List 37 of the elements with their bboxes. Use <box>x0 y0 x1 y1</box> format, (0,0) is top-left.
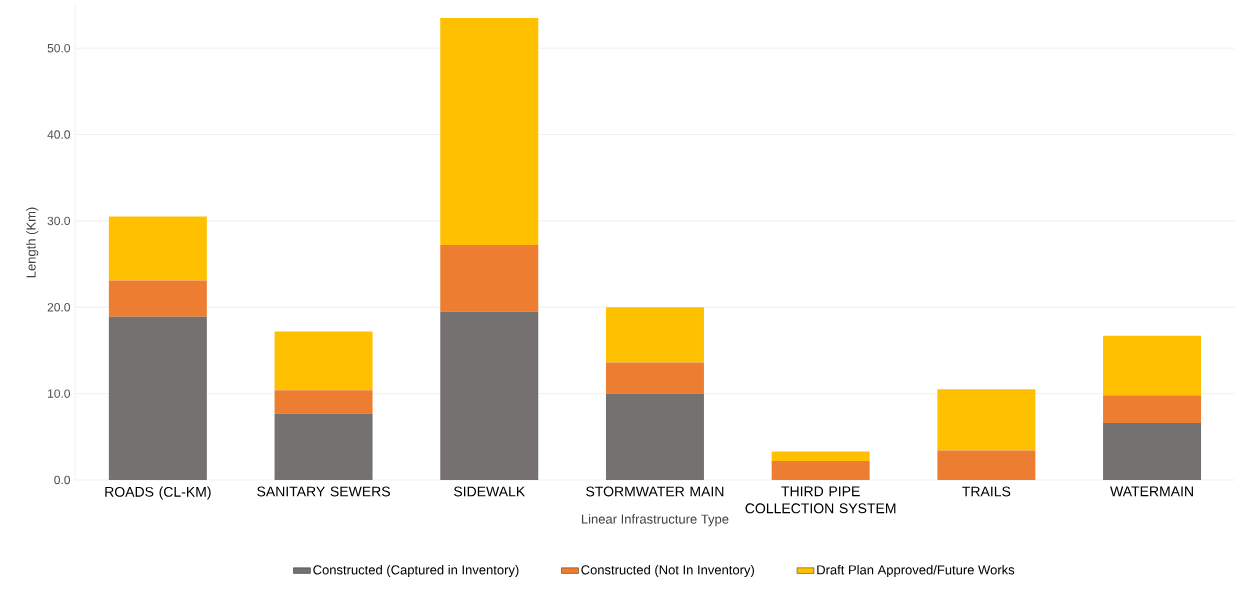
bar <box>1103 335 1202 396</box>
x-tick-label: STORMWATER MAIN <box>586 486 724 497</box>
legend-label: Constructed (Captured in Inventory) <box>313 564 519 578</box>
x-tick-label: WATERMAIN <box>1110 486 1193 497</box>
bar <box>1103 395 1202 423</box>
bar <box>937 389 1036 451</box>
bar <box>937 450 1036 480</box>
bar <box>605 307 704 363</box>
y-tick-label: 20.0 <box>47 303 71 312</box>
y-axis-title: Length (Km) <box>26 207 39 278</box>
x-tick-label: THIRD PIPE COLLECTION SYSTEM <box>745 486 896 514</box>
bar <box>771 460 870 480</box>
x-tick-label: SIDEWALK <box>453 486 526 497</box>
legend-label: Constructed (Not In Inventory) <box>581 564 754 578</box>
bar <box>274 390 373 414</box>
y-tick-label: 50.0 <box>47 43 71 53</box>
x-tick-label: SANITARY SEWERS <box>257 486 390 497</box>
bar <box>440 245 539 312</box>
bar <box>108 216 207 281</box>
bar <box>108 280 207 317</box>
y-tick-label: 40.0 <box>47 130 71 139</box>
x-tick-label: TRAILS <box>962 486 1011 497</box>
bar <box>440 17 539 246</box>
bar <box>440 311 539 480</box>
bar <box>1103 422 1202 480</box>
y-tick-label: 30.0 <box>47 216 71 226</box>
bar <box>771 451 870 461</box>
bar <box>108 316 207 480</box>
bar <box>274 413 373 480</box>
y-tick-label: 0.0 <box>54 475 71 485</box>
x-axis-title: Linear Infrastructure Type <box>581 514 729 527</box>
legend-label: Draft Plan Approved/Future Works <box>817 564 1015 578</box>
y-tick-label: 10.0 <box>48 389 71 398</box>
x-tick-label: ROADS (CL-KM) <box>105 486 211 500</box>
bar <box>605 362 704 394</box>
bar <box>605 393 704 480</box>
bar <box>274 331 373 391</box>
